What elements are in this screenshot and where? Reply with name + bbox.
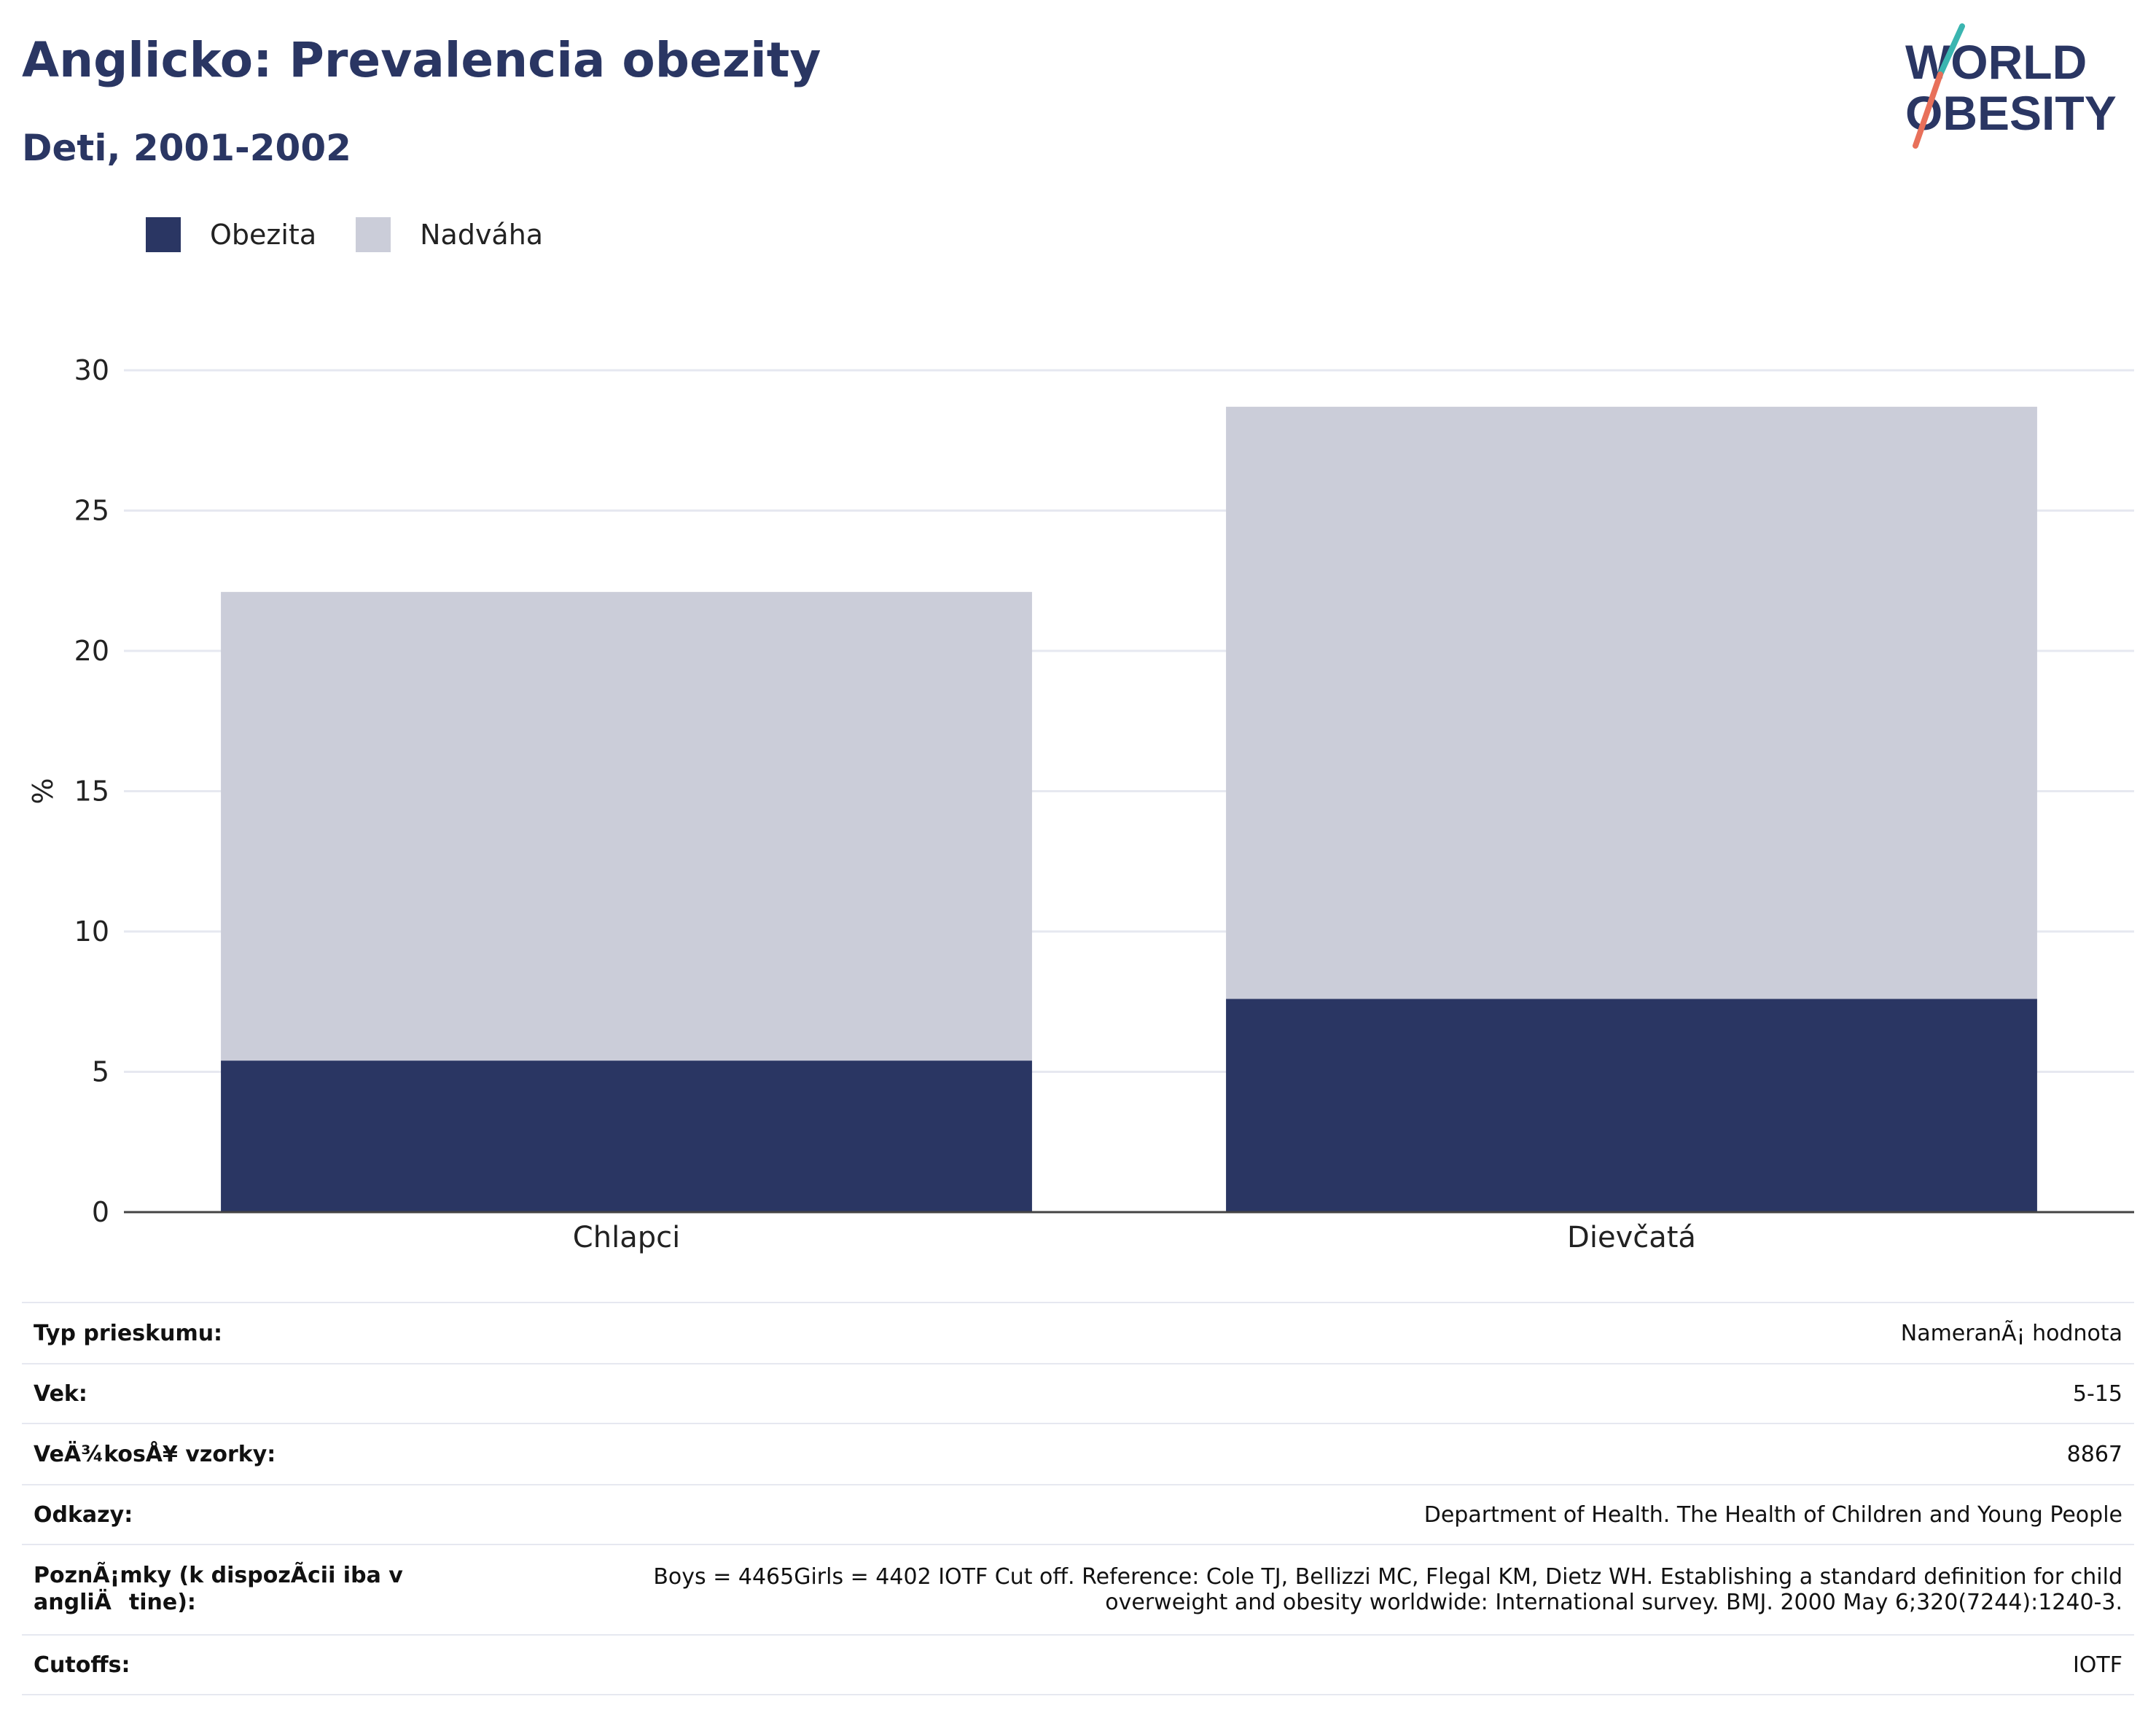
- logo-slash-coral-icon: [1913, 71, 1943, 149]
- details-value: 5-15: [541, 1363, 2134, 1423]
- y-tick-label: 10: [74, 915, 109, 948]
- details-row: Vek: 5-15: [22, 1363, 2134, 1423]
- logo-slash-teal-icon: [1937, 23, 1965, 77]
- y-axis-label: %: [27, 778, 59, 804]
- bar-overweight[interactable]: [221, 592, 1032, 1061]
- details-key: Vek:: [22, 1363, 541, 1423]
- details-key: Typ prieskumu:: [22, 1302, 541, 1364]
- x-axis-ticks: Chlapci Dievčatá: [573, 1221, 1696, 1254]
- y-tick-label: 15: [74, 776, 109, 808]
- logo-line2: OBESITY: [1905, 86, 2117, 140]
- y-tick-label: 20: [74, 635, 109, 667]
- legend-item-overweight[interactable]: Nadváha: [356, 217, 543, 252]
- bars: [221, 407, 2037, 1212]
- legend-item-obesity[interactable]: Obezita: [146, 217, 316, 252]
- legend-swatch-obesity: [146, 217, 181, 252]
- details-row: VeÄ¾kosÅ¥ vzorky: 8867: [22, 1423, 2134, 1485]
- details-value: Boys = 4465Girls = 4402 IOTF Cut off. Re…: [541, 1544, 2134, 1635]
- logo-line1: WORLD: [1905, 35, 2087, 89]
- chart-legend: Obezita Nadváha: [146, 217, 582, 252]
- x-tick-label: Dievčatá: [1567, 1221, 1696, 1254]
- survey-details-table: Typ prieskumu: NameranÃ¡ hodnota Vek: 5-15 V…: [22, 1302, 2134, 1695]
- bar-obesity[interactable]: [1226, 999, 2037, 1212]
- details-key: Cutoffs:: [22, 1634, 541, 1695]
- details-row: Cutoffs: IOTF: [22, 1634, 2134, 1695]
- chart-subtitle: Deti, 2001-2002: [22, 127, 351, 169]
- y-tick-label: 5: [92, 1056, 109, 1088]
- details-row: Odkazy: Department of Health. The Health …: [22, 1484, 2134, 1544]
- legend-label-obesity: Obezita: [210, 219, 317, 251]
- details-key: Odkazy:: [22, 1484, 541, 1544]
- bar-overweight[interactable]: [1226, 407, 2037, 999]
- bar-obesity[interactable]: [221, 1061, 1032, 1212]
- details-value: Department of Health. The Health of Chil…: [541, 1484, 2134, 1544]
- details-value: IOTF: [541, 1634, 2134, 1695]
- y-axis-ticks: 0 5 10 15 20 25 30: [74, 354, 109, 1228]
- y-tick-label: 30: [74, 354, 109, 386]
- chart-title: Anglicko: Prevalencia obezity: [22, 32, 821, 88]
- details-value: 8867: [541, 1423, 2134, 1485]
- y-tick-label: 0: [92, 1196, 109, 1228]
- world-obesity-logo: WORLD OBESITY: [1905, 23, 2117, 149]
- stacked-bar-chart: 0 5 10 15 20 25 30 Chlapci Dievčatá %: [27, 354, 2134, 1254]
- details-row: PoznÃ¡mky (k dispozÃ­cii iba v angliÄti…: [22, 1544, 2134, 1635]
- legend-swatch-overweight: [356, 217, 391, 252]
- details-key: VeÄ¾kosÅ¥ vzorky:: [22, 1423, 541, 1485]
- y-tick-label: 25: [74, 495, 109, 527]
- details-value: NameranÃ¡ hodnota: [541, 1302, 2134, 1364]
- details-key: PoznÃ¡mky (k dispozÃ­cii iba v angliÄti…: [22, 1544, 541, 1635]
- details-row: Typ prieskumu: NameranÃ¡ hodnota: [22, 1302, 2134, 1364]
- x-tick-label: Chlapci: [573, 1221, 680, 1254]
- legend-label-overweight: Nadváha: [420, 219, 544, 251]
